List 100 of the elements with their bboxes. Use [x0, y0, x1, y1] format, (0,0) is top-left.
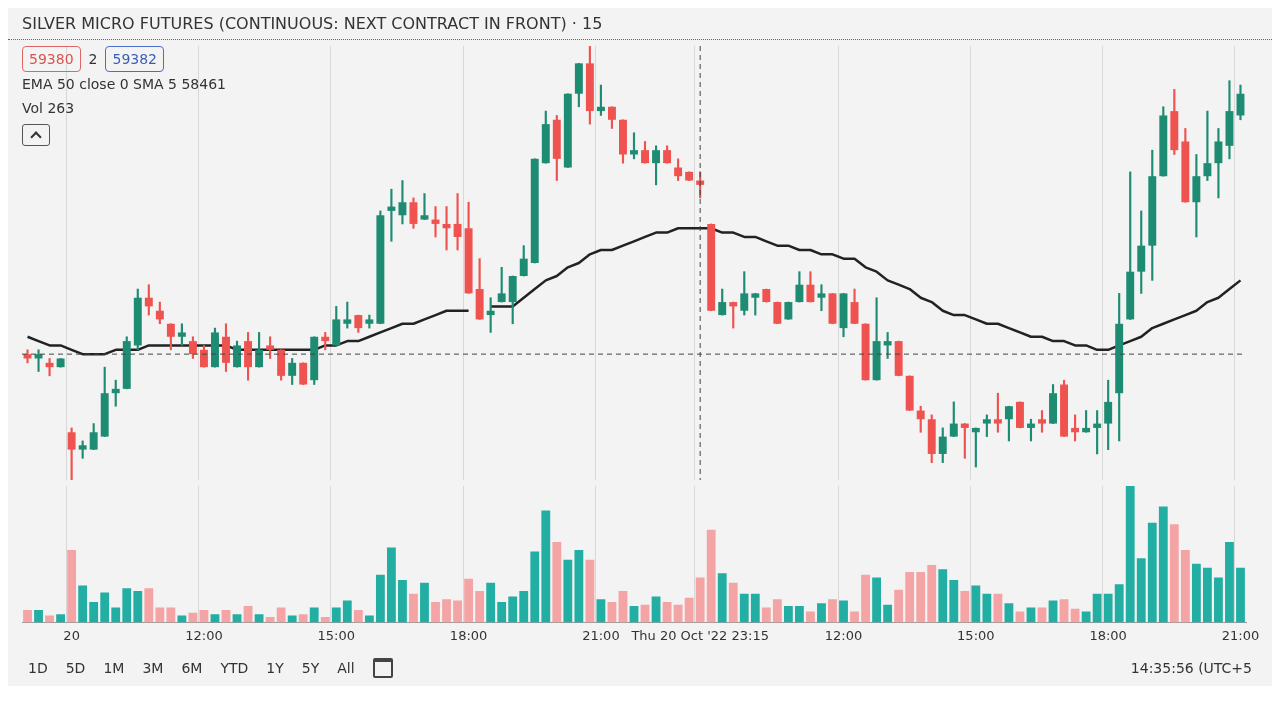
- bar: [431, 601, 440, 623]
- bar: [519, 591, 529, 623]
- bar: [409, 593, 418, 623]
- bar: [828, 599, 837, 623]
- bar: [739, 593, 749, 623]
- candlestick: [905, 375, 914, 411]
- bar: [706, 529, 716, 623]
- x-tick-label: 20: [63, 627, 80, 643]
- bar: [23, 610, 32, 623]
- bar: [486, 582, 496, 623]
- bar: [420, 582, 429, 623]
- bar: [122, 588, 132, 623]
- bar: [1191, 563, 1201, 623]
- bar: [695, 577, 705, 623]
- annotation: 2: [88, 50, 98, 69]
- bar: [67, 550, 77, 623]
- bar: [1125, 486, 1135, 623]
- chart-title: SILVER MICRO FUTURES (CONTINUOUS: NEXT CONTRACT IN FRONT) · 15: [8, 8, 1272, 40]
- bar: [894, 589, 904, 623]
- candlestick: [56, 358, 65, 368]
- bar: [1158, 506, 1168, 623]
- bar: [563, 559, 573, 623]
- bar: [1103, 593, 1113, 623]
- bar: [177, 615, 187, 623]
- bar: [497, 601, 507, 623]
- bar: [982, 593, 992, 623]
- bar: [442, 599, 451, 623]
- bar: [45, 615, 54, 623]
- bar: [34, 610, 43, 623]
- bar: [673, 604, 683, 623]
- annotation: 59380: [22, 46, 81, 72]
- annotation: EMA 50 close 0 SMA 5 58461: [22, 75, 226, 94]
- bar: [453, 600, 462, 623]
- bar: [783, 606, 793, 623]
- bar: [1059, 599, 1069, 623]
- bar: [817, 603, 826, 623]
- text: YTD: [220, 660, 249, 676]
- text: 3M: [142, 660, 164, 676]
- bar: [806, 611, 815, 623]
- candlestick: [685, 171, 694, 181]
- bar: [651, 596, 661, 623]
- text: 5Y: [301, 660, 320, 676]
- bar: [287, 615, 297, 623]
- x-tick-label: Thu 20 Oct '22 23:15: [630, 627, 769, 643]
- bar: [276, 607, 286, 623]
- bar: [530, 551, 540, 623]
- bar: [342, 600, 352, 623]
- bar: [387, 547, 396, 623]
- bar: [938, 569, 948, 623]
- bar: [1081, 611, 1091, 623]
- bar: [585, 559, 595, 623]
- bar: [761, 607, 771, 623]
- bar: [133, 591, 143, 623]
- bar: [960, 591, 970, 623]
- bar: [861, 574, 870, 623]
- bar: [949, 580, 959, 623]
- bar: [1202, 567, 1212, 623]
- bar: [265, 616, 275, 623]
- bar: [883, 604, 893, 623]
- bar: [1180, 550, 1190, 623]
- text: 6M: [181, 660, 203, 676]
- bar: [541, 510, 551, 623]
- bar: [111, 607, 121, 623]
- annotation: 59382: [105, 46, 165, 72]
- bar: [750, 593, 760, 623]
- annotation: Vol 263: [22, 99, 76, 118]
- bar: [684, 597, 694, 623]
- bar: [100, 592, 110, 623]
- bar: [309, 607, 319, 623]
- x-tick-label: 15:00: [317, 627, 355, 643]
- text: All: [337, 660, 355, 676]
- bar: [508, 596, 518, 623]
- bar: [331, 607, 341, 623]
- x-tick-label: 12:00: [824, 627, 863, 643]
- x-tick-label: 18:00: [1089, 627, 1127, 643]
- bar: [364, 615, 374, 623]
- bar: [850, 611, 859, 623]
- bar: [839, 600, 848, 623]
- bar: [155, 607, 165, 623]
- bar: [971, 585, 981, 623]
- bar: [1026, 607, 1036, 623]
- x-tick-label: 18:00: [449, 627, 488, 643]
- bar: [618, 591, 628, 623]
- bar: [56, 614, 66, 623]
- bar: [78, 585, 88, 623]
- bar: [1004, 603, 1014, 623]
- bar: [1114, 584, 1124, 623]
- bar: [298, 614, 308, 623]
- text: 1Y: [266, 660, 284, 676]
- candlestick: [299, 362, 308, 385]
- text: 1M: [103, 660, 125, 676]
- bar: [1037, 607, 1047, 623]
- bar: [1236, 567, 1245, 623]
- bar: [1015, 611, 1025, 623]
- text: 14:35:56 (UTC+5: [1130, 660, 1252, 676]
- x-tick-label: 12:00: [185, 627, 223, 643]
- text: 1D: [28, 660, 48, 676]
- bar: [596, 599, 606, 623]
- bar: [993, 593, 1003, 623]
- bar: [475, 591, 485, 623]
